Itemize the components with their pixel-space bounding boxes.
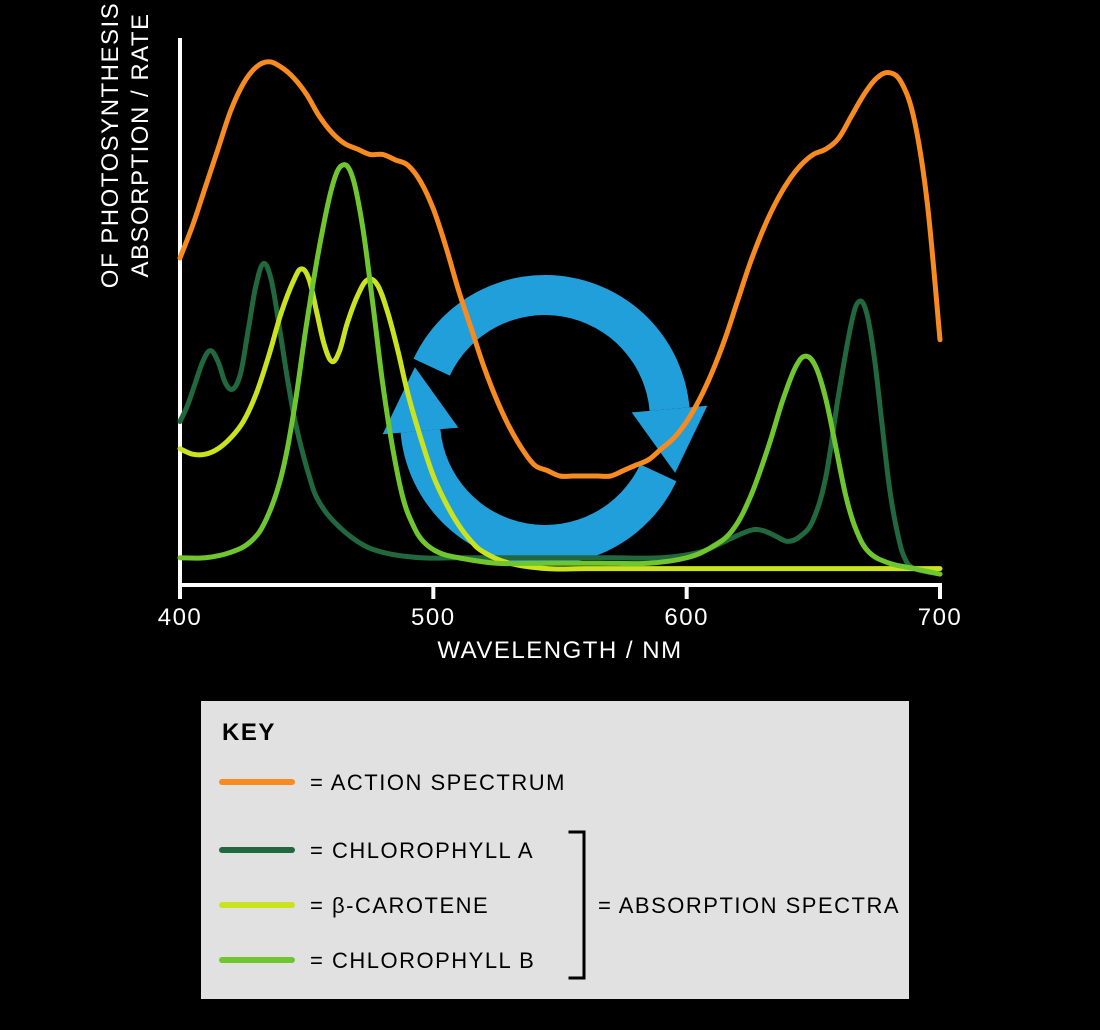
legend-label-chlB: = CHLOROPHYLL B bbox=[310, 948, 535, 973]
spectra-chart-svg: ABSORPTION / RATEOF PHOTOSYNTHESIS 400 500… bbox=[0, 0, 1100, 1030]
legend-label-chlA: = CHLOROPHYLL A bbox=[310, 838, 534, 863]
legend-label-carotene: = β-CAROTENE bbox=[310, 893, 489, 918]
legend-label-action: = ACTION SPECTRUM bbox=[310, 770, 566, 795]
chart-stage: ABSORPTION / RATEOF PHOTOSYNTHESIS 400 500… bbox=[0, 0, 1100, 1030]
x-tick-label: 500 bbox=[411, 604, 456, 631]
legend-bracket-label: = ABSORPTION SPECTRA bbox=[598, 893, 900, 918]
x-tick-label: 700 bbox=[918, 604, 963, 631]
y-axis-label-line1: ABSORPTION / RATE bbox=[127, 12, 154, 277]
y-axis-label-line2: OF PHOTOSYNTHESIS bbox=[97, 2, 124, 288]
x-tick-label: 400 bbox=[158, 604, 203, 631]
legend-title: KEY bbox=[222, 719, 276, 746]
x-tick-label: 600 bbox=[664, 604, 709, 631]
legend-box: KEY = ACTION SPECTRUM = CHLOROPHYLL A = β-C… bbox=[200, 700, 910, 1000]
x-axis-label: WAVELENGTH / NM bbox=[437, 637, 682, 664]
